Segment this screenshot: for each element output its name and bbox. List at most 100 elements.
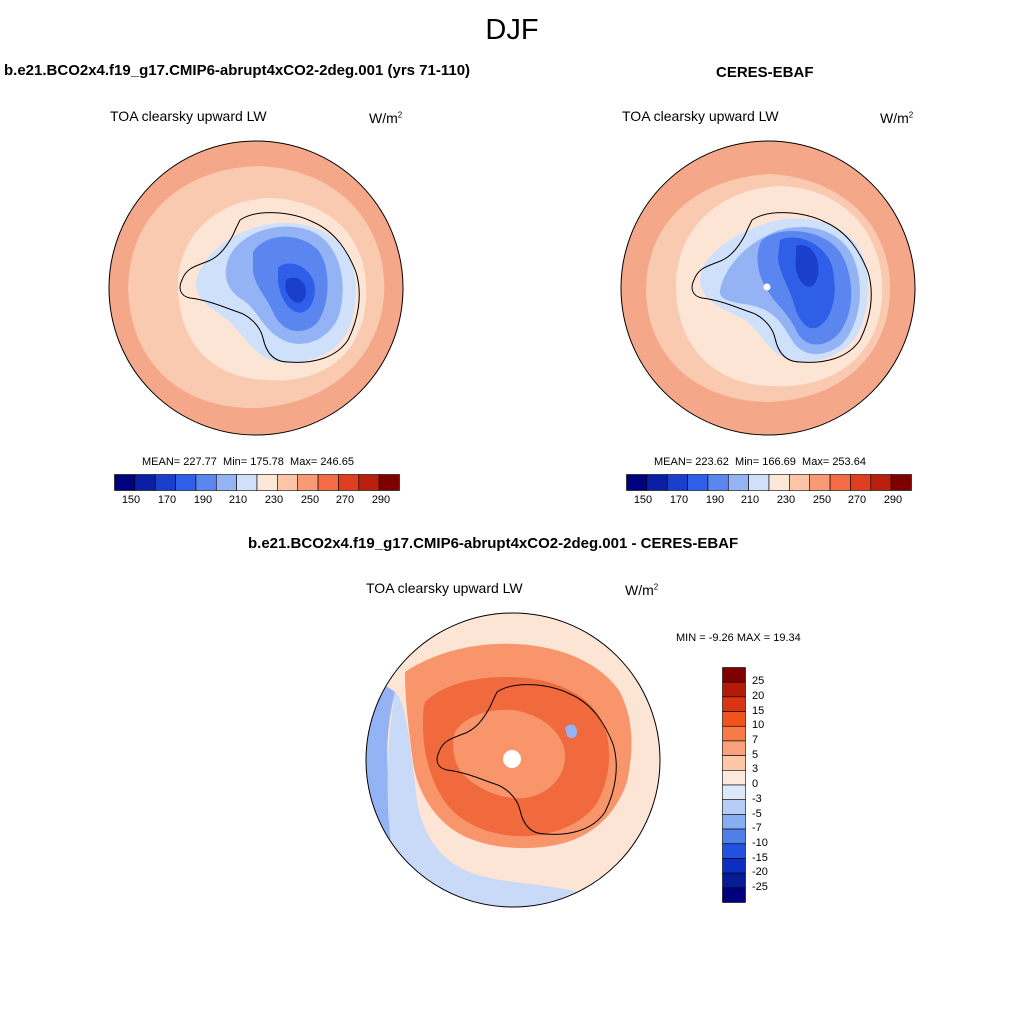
colorbar-tick: 270 [847, 494, 867, 506]
diff-blue-light [387, 692, 585, 907]
obs-colorbar-ticks: 150 170 190 210 230 250 270 290 [626, 494, 912, 510]
colorbar-tick: 10 [752, 719, 765, 731]
colorbar-tick: 170 [157, 494, 177, 506]
obs-map-border [620, 140, 916, 436]
obs-colorbar [626, 474, 912, 491]
obs-polar-map [620, 140, 916, 436]
colorbar-tick: -15 [752, 852, 768, 864]
colorbar-tick: -7 [752, 822, 762, 834]
colorbar-swatch [722, 725, 746, 742]
colorbar-swatch [114, 474, 136, 491]
model-panel-title: b.e21.BCO2x4.f19_g17.CMIP6-abrupt4xCO2-2… [4, 62, 471, 79]
model-colorbar [114, 474, 400, 491]
colorbar-swatch [358, 474, 380, 491]
colorbar-swatch [850, 474, 872, 491]
model-coastline [179, 212, 360, 363]
colorbar-tick: 150 [633, 494, 653, 506]
obs-ice-deepest [795, 244, 819, 287]
colorbar-tick: -5 [752, 808, 762, 820]
colorbar-tick: 230 [264, 494, 284, 506]
colorbar-swatch [687, 474, 709, 491]
colorbar-swatch [768, 474, 790, 491]
obs-variable-label: TOA clearsky upward LW [622, 108, 779, 124]
colorbar-tick: -3 [752, 793, 762, 805]
obs-coastline [691, 212, 872, 363]
colorbar-swatch [722, 814, 746, 830]
colorbar-swatch [722, 784, 746, 800]
diff-variable-label: TOA clearsky upward LW [366, 580, 523, 596]
colorbar-swatch [789, 474, 811, 491]
colorbar-swatch [722, 799, 746, 815]
colorbar-swatch [829, 474, 851, 491]
colorbar-tick: 0 [752, 778, 759, 790]
diff-units-label: W/m2 [625, 582, 659, 598]
colorbar-swatch [722, 828, 746, 845]
model-ice-deepest [285, 277, 306, 303]
colorbar-tick: -20 [752, 866, 768, 878]
colorbar-swatch [134, 474, 156, 491]
model-units-label: W/m2 [369, 110, 403, 126]
colorbar-tick: 230 [776, 494, 796, 506]
colorbar-swatch [317, 474, 339, 491]
colorbar-tick: 25 [752, 675, 765, 687]
colorbar-swatch [722, 696, 746, 712]
colorbar-tick: 15 [752, 705, 765, 717]
colorbar-swatch [722, 887, 746, 903]
obs-panel-title: CERES-EBAF [716, 64, 814, 81]
diff-map-border [365, 612, 661, 908]
diff-panel-title: b.e21.BCO2x4.f19_g17.CMIP6-abrupt4xCO2-2… [248, 535, 739, 552]
colorbar-swatch [195, 474, 217, 491]
colorbar-tick: 3 [752, 763, 759, 775]
colorbar-swatch [890, 474, 912, 491]
colorbar-swatch [666, 474, 688, 491]
colorbar-swatch [722, 711, 746, 727]
diff-colorbar-ticks: 25 20 15 10 7 5 3 0 -3 -5 -7 -10 -15 -20… [752, 667, 792, 903]
colorbar-tick: 190 [193, 494, 213, 506]
colorbar-swatch [646, 474, 668, 491]
colorbar-swatch [707, 474, 729, 491]
colorbar-swatch [722, 755, 746, 771]
model-polar-map [108, 140, 404, 436]
model-colorbar-ticks: 150 170 190 210 230 250 270 290 [114, 494, 400, 510]
colorbar-swatch [722, 872, 746, 889]
colorbar-tick: 250 [300, 494, 320, 506]
obs-pole-hole [763, 283, 771, 291]
colorbar-tick: 190 [705, 494, 725, 506]
colorbar-swatch [722, 858, 746, 874]
colorbar-tick: -25 [752, 881, 768, 893]
colorbar-tick: 150 [121, 494, 141, 506]
colorbar-swatch [175, 474, 197, 491]
colorbar-swatch [870, 474, 892, 491]
colorbar-swatch [626, 474, 648, 491]
colorbar-tick: 5 [752, 749, 759, 761]
colorbar-tick: 270 [335, 494, 355, 506]
model-stats: MEAN= 227.77 Min= 175.78 Max= 246.65 [142, 456, 354, 468]
colorbar-swatch [722, 770, 746, 786]
colorbar-swatch [722, 843, 746, 859]
diff-blue-spot [565, 724, 577, 739]
colorbar-swatch [215, 474, 237, 491]
colorbar-swatch [236, 474, 258, 491]
diff-pole-hole [503, 750, 521, 768]
obs-stats: MEAN= 223.62 Min= 166.69 Max= 253.64 [654, 456, 866, 468]
model-map-border [108, 140, 404, 436]
colorbar-swatch [748, 474, 770, 491]
colorbar-swatch [154, 474, 176, 491]
colorbar-swatch [722, 740, 746, 756]
colorbar-swatch [722, 667, 746, 683]
obs-units-label: W/m2 [880, 110, 914, 126]
colorbar-swatch [809, 474, 831, 491]
colorbar-swatch [256, 474, 278, 491]
colorbar-tick: 170 [669, 494, 689, 506]
colorbar-tick: -10 [752, 837, 768, 849]
model-variable-label: TOA clearsky upward LW [110, 108, 267, 124]
colorbar-tick: 290 [883, 494, 903, 506]
diff-coastline [436, 684, 617, 835]
colorbar-swatch [722, 681, 746, 698]
colorbar-swatch [338, 474, 360, 491]
season-title: DJF [485, 14, 539, 46]
colorbar-swatch [727, 474, 749, 491]
colorbar-swatch [297, 474, 319, 491]
colorbar-swatch [378, 474, 400, 491]
colorbar-tick: 250 [812, 494, 832, 506]
